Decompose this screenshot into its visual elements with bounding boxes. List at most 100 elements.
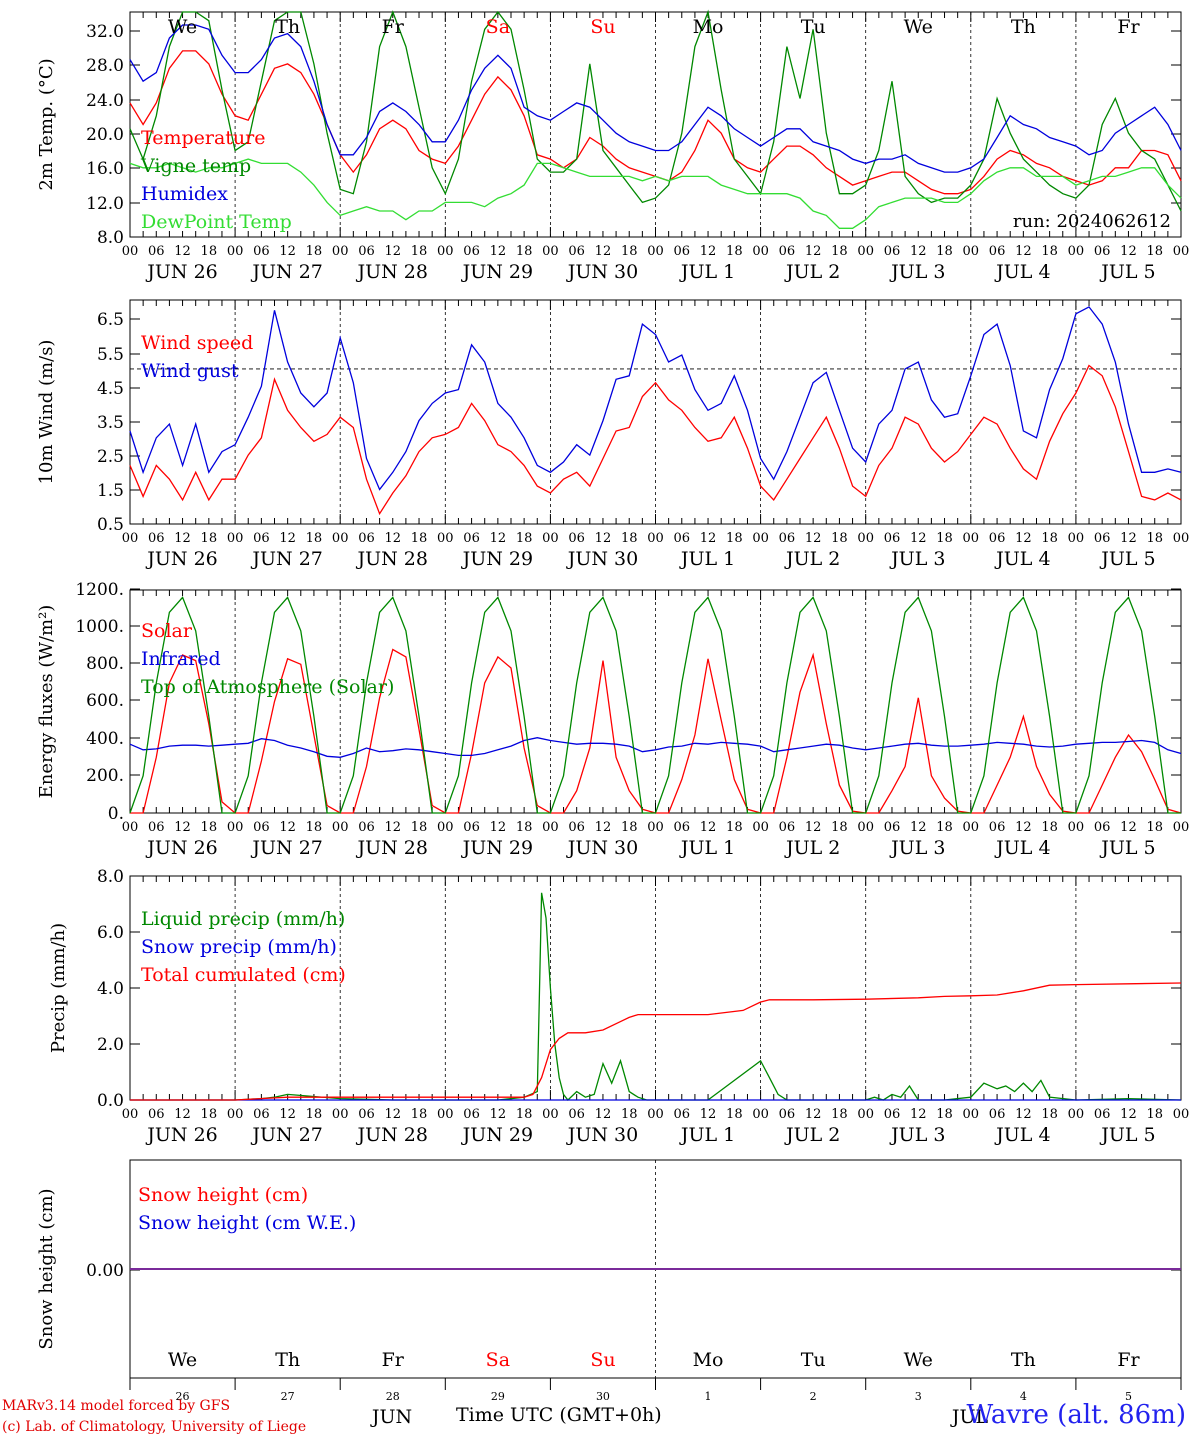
hour-tick-label: 00: [857, 531, 874, 546]
date-label: JUN 30: [566, 261, 638, 283]
hour-tick-label: 00: [647, 1107, 664, 1122]
hour-tick-label: 00: [542, 1107, 559, 1122]
hour-tick-label: 00: [1173, 244, 1190, 259]
hour-tick-label: 00: [542, 244, 559, 259]
hour-tick-label: 18: [936, 820, 953, 835]
hour-tick-label: 06: [884, 531, 901, 546]
series-line: [129, 158, 1182, 229]
weekday-label: We: [168, 16, 197, 38]
y-tick-label: 1.5: [97, 481, 124, 501]
weekday-label: Su: [590, 16, 615, 38]
weekday-label: Fr: [382, 1349, 405, 1371]
weekday-label: Fr: [1117, 16, 1140, 38]
weekday-label: Su: [590, 1349, 615, 1371]
hour-tick-label: 18: [411, 820, 428, 835]
hour-tick-label: 00: [963, 244, 980, 259]
hour-tick-label: 12: [279, 1107, 296, 1122]
hour-tick-label: 18: [1146, 531, 1163, 546]
hour-tick-label: 06: [148, 820, 165, 835]
hour-tick-label: 18: [936, 1107, 953, 1122]
date-label: JUN 29: [461, 261, 533, 283]
hour-tick-label: 18: [1146, 1107, 1163, 1122]
hour-tick-label: 18: [621, 1107, 638, 1122]
hour-tick-label: 12: [490, 820, 507, 835]
hour-tick-label: 00: [752, 531, 769, 546]
legend-entry: Wind speed: [141, 332, 253, 354]
y-axis-title: 2m Temp. (°C): [36, 58, 57, 190]
hour-tick-label: 06: [463, 244, 480, 259]
hour-tick-label: 00: [227, 1107, 244, 1122]
y-tick-label: 28.0: [86, 56, 124, 76]
hour-tick-label: 06: [884, 820, 901, 835]
hour-tick-label: 18: [411, 1107, 428, 1122]
y-tick-label: 1000.: [75, 617, 124, 637]
y-tick-label: 3.5: [97, 413, 124, 433]
hour-tick-label: 18: [1041, 244, 1058, 259]
weekday-label: Tu: [801, 16, 826, 38]
date-label: JUN 27: [250, 548, 322, 570]
hour-tick-label: 00: [1068, 1107, 1085, 1122]
y-tick-label: 6.0: [97, 923, 124, 943]
legend-entry: Wind gust: [141, 360, 239, 382]
hour-tick-label: 12: [1015, 244, 1032, 259]
date-label: JUL 3: [889, 1124, 945, 1146]
y-axis-title: Precip (mm/h): [48, 923, 69, 1053]
date-label: JUN 27: [250, 837, 322, 859]
model-credit: MARv3.14 model forced by GFS: [2, 1398, 231, 1414]
day-number: 5: [1125, 1390, 1132, 1403]
hour-tick-label: 18: [516, 820, 533, 835]
y-tick-label: 0.: [108, 804, 124, 824]
hour-tick-label: 18: [726, 820, 743, 835]
hour-tick-label: 06: [253, 531, 270, 546]
date-label: JUN 28: [356, 837, 428, 859]
hour-tick-label: 00: [437, 820, 454, 835]
hour-tick-label: 06: [674, 244, 691, 259]
date-label: JUL 4: [994, 837, 1050, 859]
hour-tick-label: 12: [910, 244, 927, 259]
location-label: Wavre (alt. 86m): [966, 1400, 1186, 1430]
y-tick-label: 8.0: [97, 228, 124, 248]
hour-tick-label: 06: [884, 1107, 901, 1122]
weekday-label: Th: [275, 16, 300, 38]
series-line: [129, 24, 1182, 173]
legend-entry: Infrared: [141, 648, 221, 670]
hour-tick-label: 12: [595, 820, 612, 835]
hour-tick-label: 00: [963, 820, 980, 835]
day-number: 1: [705, 1390, 712, 1403]
date-label: JUL 1: [679, 548, 735, 570]
series-line: [129, 596, 1181, 814]
hour-tick-label: 00: [437, 1107, 454, 1122]
date-label: JUN 28: [356, 261, 428, 283]
hour-tick-label: 00: [332, 244, 349, 259]
time-axis-label: Time UTC (GMT+0h): [456, 1404, 662, 1426]
y-tick-label: 1200.: [75, 580, 124, 600]
date-label: JUL 3: [889, 261, 945, 283]
date-label: JUL 5: [1099, 548, 1155, 570]
date-label: JUN 28: [356, 1124, 428, 1146]
hour-tick-label: 12: [805, 531, 822, 546]
hour-tick-label: 06: [253, 820, 270, 835]
hour-tick-label: 06: [1094, 820, 1111, 835]
hour-tick-label: 18: [831, 531, 848, 546]
date-label: JUN 26: [145, 548, 217, 570]
hour-tick-label: 00: [647, 820, 664, 835]
weekday-label: Th: [275, 1349, 300, 1371]
hour-tick-label: 06: [989, 244, 1006, 259]
hour-tick-label: 00: [1068, 244, 1085, 259]
legend-entry: Vigne temp: [140, 155, 251, 177]
date-label: JUL 1: [679, 1124, 735, 1146]
date-label: JUL 2: [784, 837, 840, 859]
lab-credit: (c) Lab. of Climatology, University of L…: [2, 1419, 307, 1435]
y-tick-label: 400.: [86, 729, 124, 749]
date-label: JUL 5: [1099, 1124, 1155, 1146]
hour-tick-label: 00: [1173, 1107, 1190, 1122]
weekday-label: We: [168, 1349, 197, 1371]
hour-tick-label: 18: [936, 244, 953, 259]
hour-tick-label: 12: [279, 244, 296, 259]
y-axis-title: Snow height (cm): [36, 1188, 57, 1349]
hour-tick-label: 00: [1068, 820, 1085, 835]
weekday-label: Mo: [693, 1349, 724, 1371]
hour-tick-label: 06: [674, 820, 691, 835]
hour-tick-label: 00: [752, 1107, 769, 1122]
hour-tick-label: 12: [1120, 1107, 1137, 1122]
